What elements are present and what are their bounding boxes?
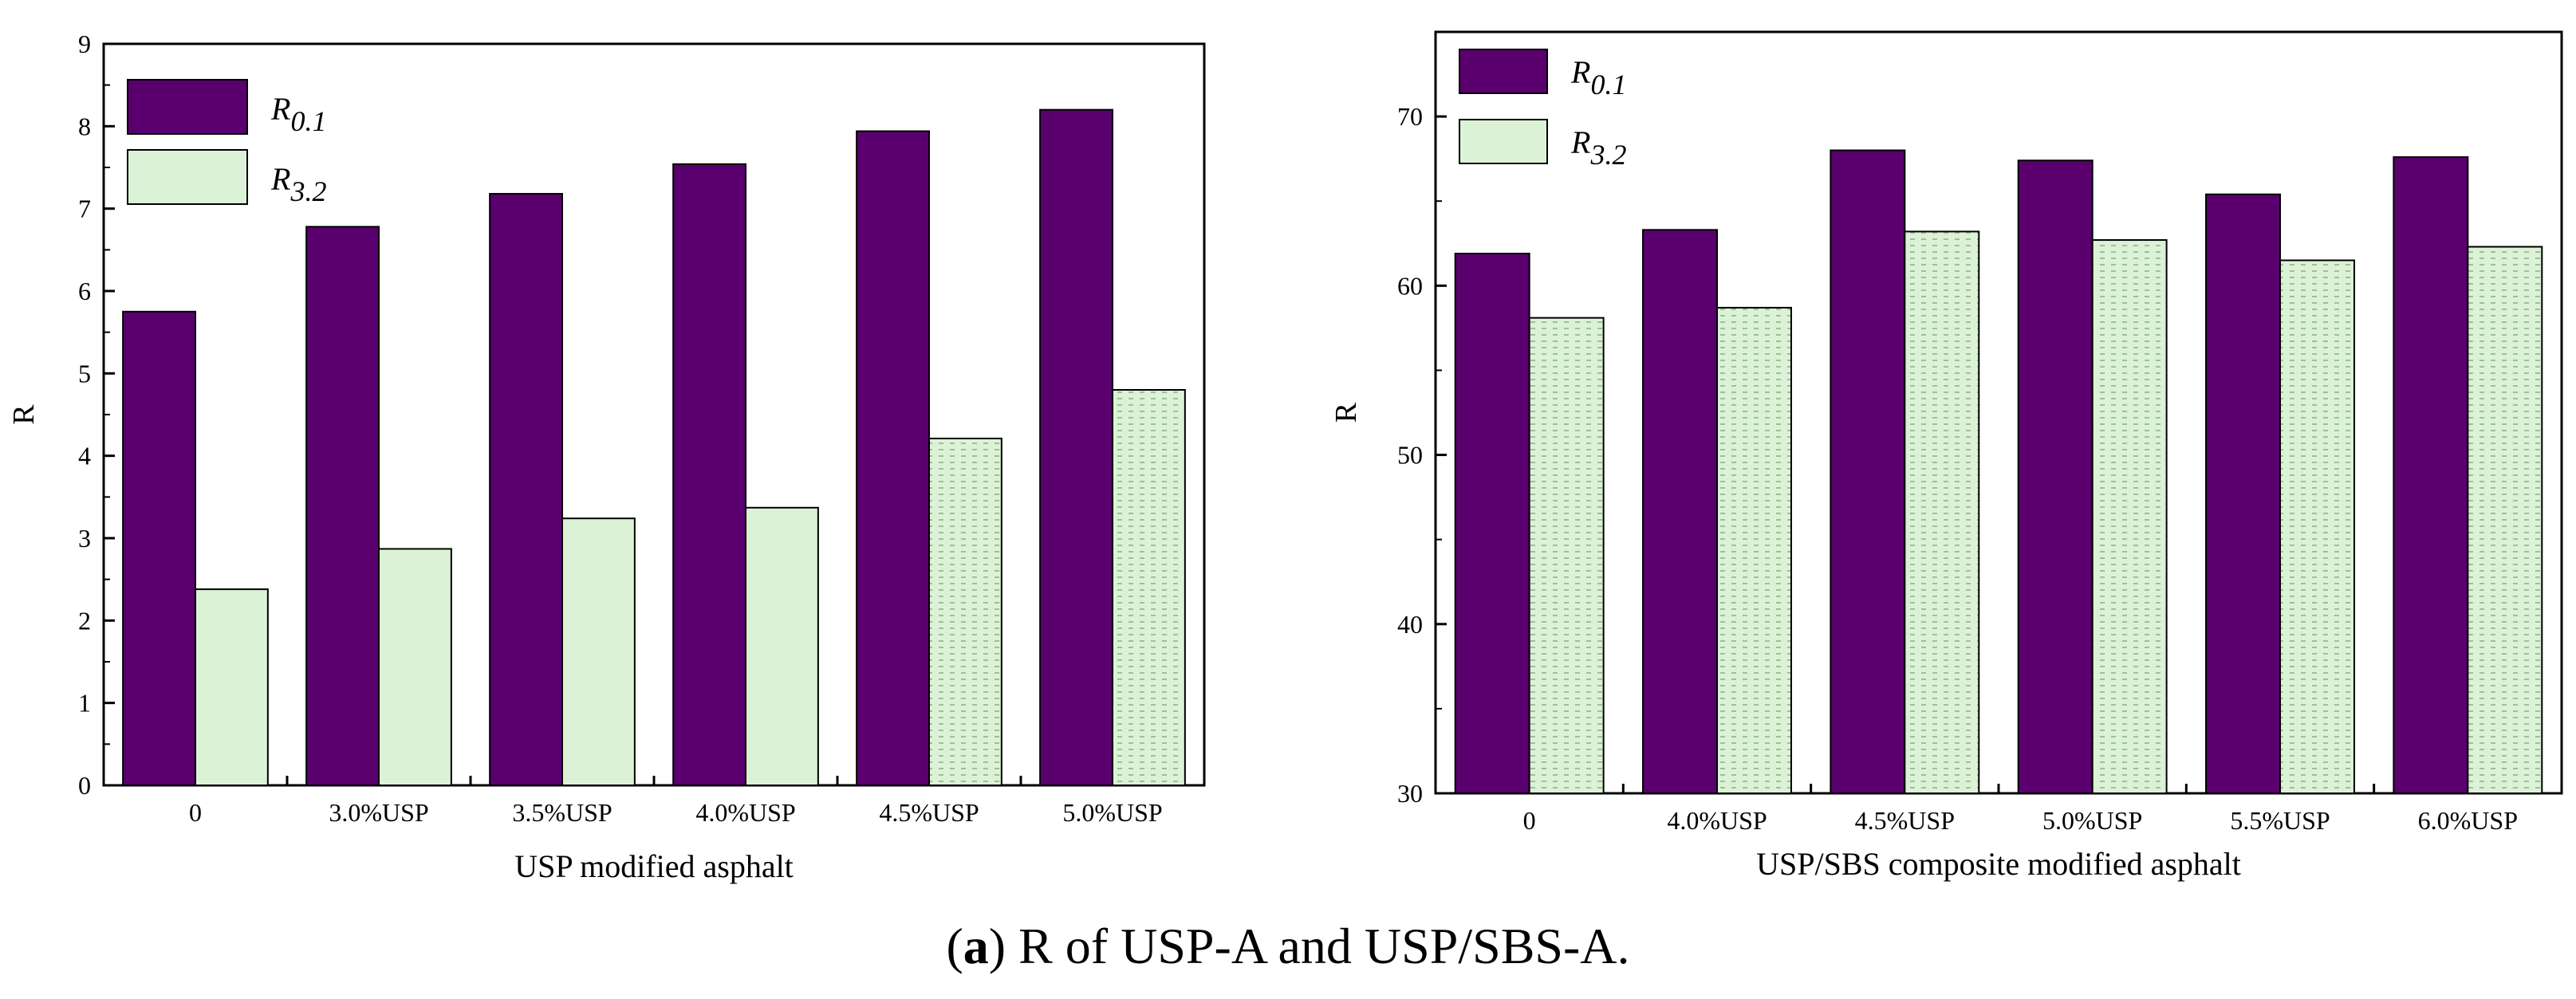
bar-r32-0 [1528, 317, 1605, 794]
bar-r32-3 [2091, 239, 2168, 794]
y-tick-label: 3 [78, 524, 91, 553]
bar-r01-0 [122, 310, 196, 787]
x-axis-label: USP modified asphalt [514, 848, 794, 884]
chart-usp-sbs-composite: 30 40 50 60 70 R 0 4.0%USP 4.5%USP 5.0%USP 5.5%USP… [1329, 30, 2563, 882]
x-tick-label: 4.0%USP [1667, 806, 1767, 835]
x-tick-label: 6.0%USP [2418, 806, 2518, 835]
bar-r32-4 [2279, 259, 2355, 794]
bar-r01-0 [1454, 253, 1530, 794]
legend-label-r32: R3.2 [270, 161, 326, 207]
y-tick-label: 5 [78, 359, 91, 387]
bar-r32-5 [1112, 389, 1186, 786]
legend-label-sub: 3.2 [1589, 139, 1626, 171]
y-tick-label: 50 [1397, 441, 1423, 470]
y-tick-label: 70 [1397, 102, 1423, 131]
legend-swatch-r01 [127, 79, 248, 135]
bar-r01-2 [1830, 149, 1906, 795]
bar-r32-1 [1716, 306, 1792, 794]
x-tick-label: 4.5%USP [1855, 806, 1955, 835]
bar-r01-4 [2205, 193, 2281, 794]
legend-label-sub: 0.1 [1590, 69, 1626, 100]
bar-r01-3 [672, 163, 747, 787]
legend-label-sub: 3.2 [290, 175, 326, 207]
bar-r01-1 [1642, 229, 1718, 794]
y-tick-label: 60 [1397, 271, 1423, 300]
bar-r32-0 [195, 588, 269, 786]
legend-label-sub: 0.1 [290, 105, 326, 137]
bar-r01-4 [856, 130, 931, 787]
x-tick-label: 4.0%USP [695, 798, 795, 827]
legend-label-r01: R0.1 [270, 91, 326, 137]
x-tick-label: 5.5%USP [2230, 806, 2330, 835]
y-axis-label: R [1329, 402, 1363, 423]
bar-r32-5 [2467, 246, 2543, 794]
legend-label-base: R [270, 161, 290, 197]
y-tick-label: 4 [78, 442, 91, 470]
figure-caption: (a) R of USP-A and USP/SBS-A. [946, 918, 1630, 974]
bar-r32-2 [561, 517, 636, 786]
legend-swatch-r32 [127, 149, 248, 205]
y-tick-label: 2 [78, 606, 91, 635]
bar-r32-4 [928, 437, 1002, 786]
x-tick-label: 3.0%USP [329, 798, 428, 827]
y-tick-label: 0 [78, 771, 91, 800]
bar-r32-3 [745, 506, 819, 786]
bar-r01-5 [2393, 156, 2469, 795]
x-tick-label: 5.0%USP [1062, 798, 1162, 827]
legend-label-r01: R0.1 [1570, 54, 1626, 100]
legend-label-base: R [1570, 124, 1590, 160]
bar-r01-3 [2017, 159, 2093, 795]
y-tick-label: 7 [78, 195, 91, 223]
legend-label-r32: R3.2 [1570, 124, 1626, 171]
legend-label-base: R [270, 91, 290, 127]
bar-r32-1 [378, 548, 452, 787]
bar-r32-2 [1904, 230, 1980, 794]
y-tick-label: 9 [78, 29, 91, 58]
y-tick-label: 40 [1397, 610, 1423, 639]
y-tick-label: 30 [1397, 779, 1423, 808]
legend-swatch-r01 [1459, 49, 1548, 94]
legend-swatch-r32 [1459, 119, 1548, 164]
plot-frame [102, 42, 1206, 787]
bar-r01-2 [489, 193, 564, 787]
y-axis-label: R [7, 404, 41, 425]
x-tick-label: 3.5%USP [512, 798, 612, 827]
x-axis-label: USP/SBS composite modified asphalt [1756, 846, 2241, 882]
y-tick-label: 6 [78, 277, 91, 305]
x-tick-label: 0 [1523, 806, 1536, 835]
x-tick-label: 5.0%USP [2042, 806, 2142, 835]
caption-label: a [963, 918, 989, 974]
y-tick-label: 8 [78, 112, 91, 140]
caption-text: R of USP-A and USP/SBS-A. [1006, 918, 1630, 974]
bar-r01-1 [305, 226, 380, 786]
x-tick-label: 4.5%USP [879, 798, 979, 827]
y-tick-label: 1 [78, 689, 91, 718]
chart-usp-modified: 0 1 2 3 4 5 6 7 8 9 R 0 3.0%USP 3.5%USP 4.0%USP 4.5%USP… [7, 29, 1206, 884]
x-tick-label: 0 [189, 798, 202, 827]
bar-r01-5 [1039, 108, 1114, 786]
legend-label-base: R [1570, 54, 1590, 90]
